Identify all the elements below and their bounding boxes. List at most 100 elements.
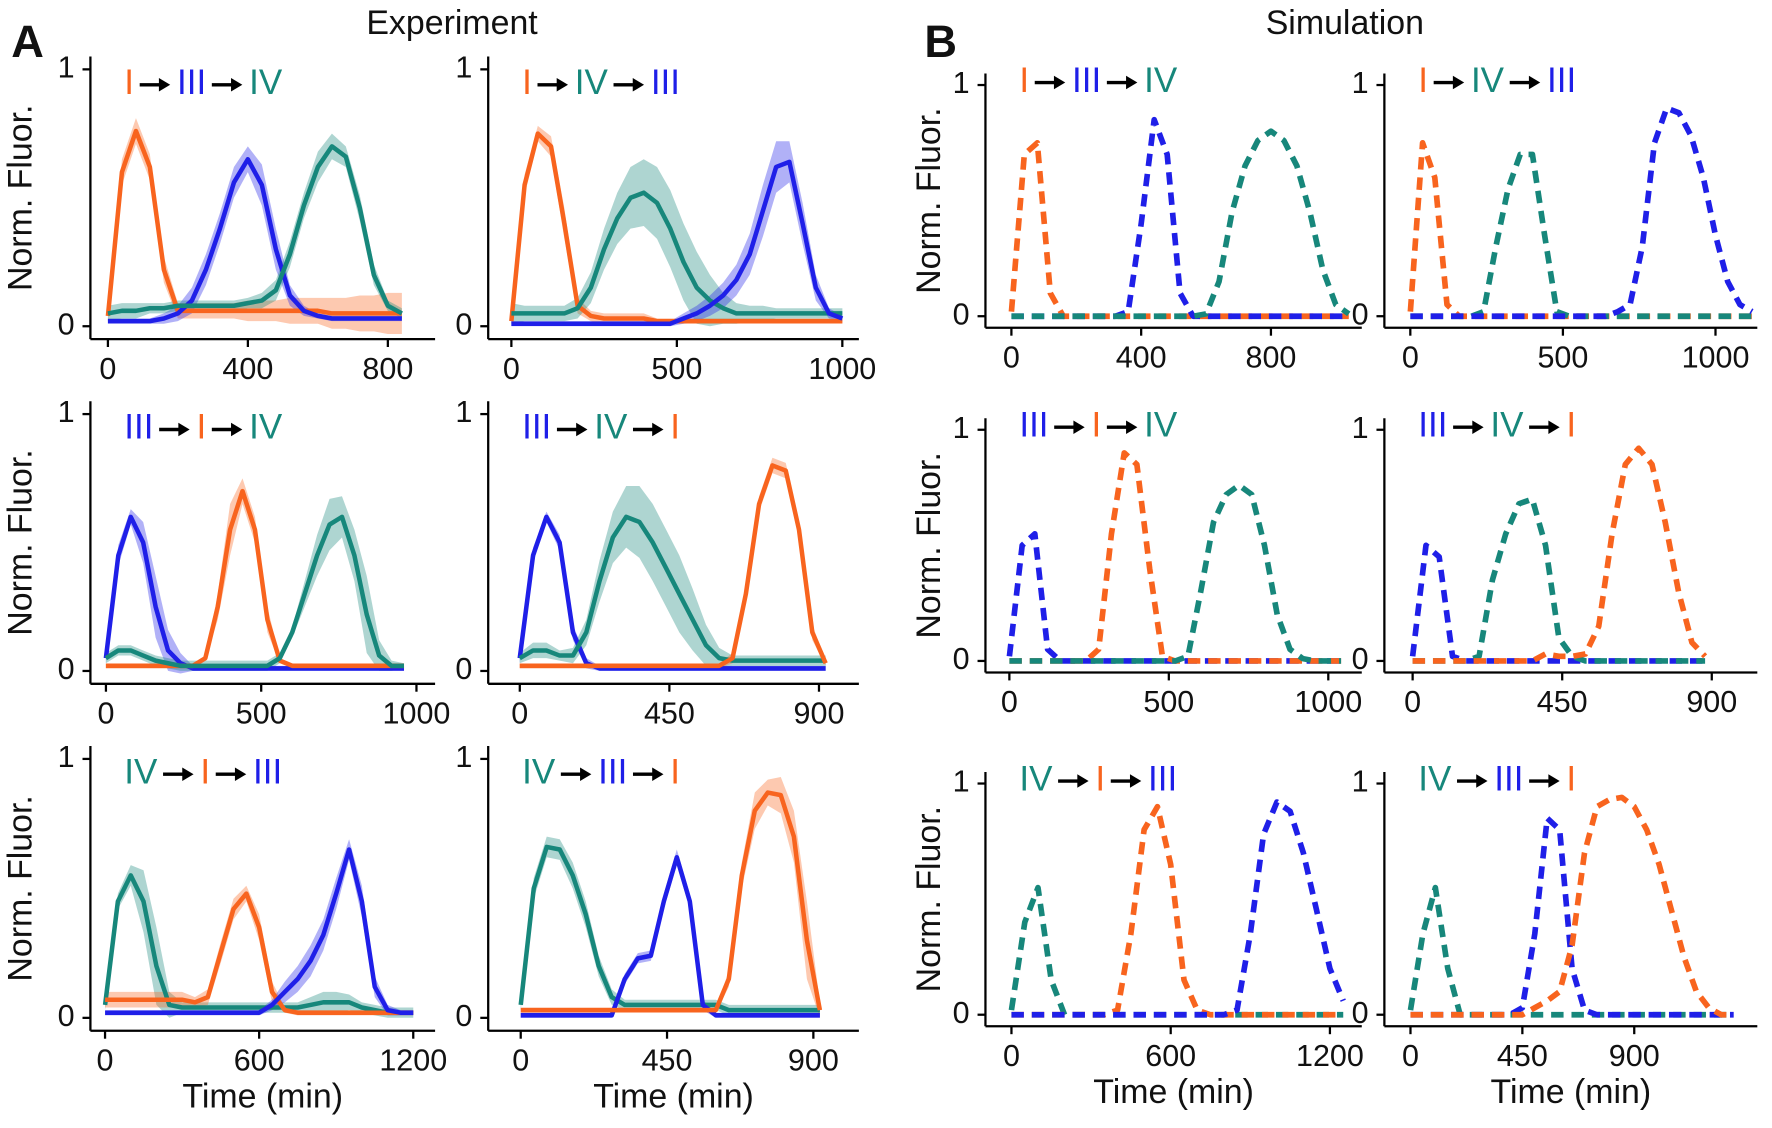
x-tick-label: 0 (1402, 340, 1419, 374)
line (102, 873, 414, 1015)
y-tick-label: 1 (1352, 765, 1369, 799)
arrow-head (576, 422, 588, 437)
sequence-label: IV (1144, 405, 1178, 444)
arrow-head (1073, 420, 1085, 435)
line (1011, 799, 1346, 1018)
line (1009, 482, 1342, 664)
error-band (511, 125, 843, 324)
error-band (520, 777, 820, 1018)
y-axis-label: Norm. Fluor. (910, 452, 948, 638)
line (511, 159, 844, 326)
sequence-label: I (670, 752, 680, 791)
arrow-head (1472, 420, 1484, 435)
line (1011, 128, 1351, 320)
x-tick-label: 500 (1143, 685, 1194, 719)
arrow-head (178, 422, 190, 437)
error-band (107, 146, 402, 324)
x-tick-label: 0 (97, 697, 114, 731)
line (105, 128, 402, 317)
line (518, 844, 820, 1013)
y-axis-label: Norm. Fluor. (2, 449, 40, 635)
x-tick-label: 0 (99, 352, 116, 386)
x-axis-label: Time (min) (1491, 1073, 1652, 1111)
sequence-label: III (1418, 405, 1447, 444)
arrow-head (1548, 420, 1560, 435)
sequence-label: III (598, 752, 627, 791)
y-tick-label: 1 (953, 765, 970, 799)
y-tick-label: 0 (58, 999, 75, 1033)
x-tick-label: 900 (1609, 1039, 1660, 1073)
y-axis-label: Norm. Fluor. (2, 795, 40, 981)
x-tick-label: 0 (97, 1044, 114, 1078)
sequence-label: IV (594, 408, 628, 447)
line (1011, 803, 1344, 1018)
x-tick-label: 800 (362, 352, 413, 386)
line (1410, 794, 1734, 1018)
arrow-head (182, 767, 194, 782)
line (511, 190, 843, 316)
error-band (105, 496, 405, 671)
y-tick-label: 0 (953, 297, 970, 331)
y-tick-label: 0 (455, 999, 472, 1033)
line (1410, 151, 1753, 320)
x-tick-label: 1000 (808, 352, 876, 386)
panel-label: B (924, 16, 957, 67)
error-band (105, 885, 414, 1016)
arrow-head (234, 767, 247, 782)
line (1410, 815, 1734, 1018)
panel-title: Experiment (366, 4, 538, 42)
arrow-head (580, 767, 592, 782)
sequence-label: III (177, 63, 206, 102)
x-axis-label: Time (min) (593, 1078, 754, 1116)
y-tick-label: 1 (455, 740, 472, 774)
sequence-label: IV (1418, 759, 1452, 798)
y-axis-label: Norm. Fluor. (2, 105, 40, 291)
x-tick-label: 1000 (383, 697, 451, 731)
y-tick-label: 1 (455, 395, 472, 429)
sequence-label: IV (1471, 61, 1505, 100)
arrow-head (231, 422, 243, 437)
panel-label: A (11, 16, 44, 67)
error-band (105, 839, 414, 1016)
sequence-label: III (253, 752, 282, 791)
x-tick-label: 450 (1537, 685, 1588, 719)
sequence-label: IV (522, 752, 556, 791)
y-tick-label: 0 (58, 307, 75, 341)
line (1412, 445, 1708, 664)
sequence-label: III (1019, 405, 1048, 444)
x-tick-label: 500 (236, 697, 287, 731)
x-tick-label: 600 (234, 1044, 285, 1078)
x-tick-label: 400 (1116, 340, 1167, 374)
x-tick-label: 600 (1145, 1039, 1196, 1073)
panel-title: Simulation (1266, 4, 1424, 42)
x-tick-label: 800 (1245, 340, 1296, 374)
x-tick-label: 0 (1001, 685, 1018, 719)
x-tick-label: 0 (1003, 1039, 1020, 1073)
x-axis-label: Time (min) (1093, 1073, 1254, 1111)
x-tick-label: 0 (1003, 340, 1020, 374)
y-tick-label: 1 (1352, 411, 1369, 445)
y-tick-label: 1 (58, 395, 75, 429)
x-tick-label: 1200 (379, 1044, 447, 1078)
error-band (520, 836, 820, 1016)
y-tick-label: 1 (58, 50, 75, 84)
arrow-head (1452, 75, 1465, 90)
arrow-head (1548, 774, 1560, 788)
error-band (105, 865, 414, 1018)
line (518, 514, 826, 663)
y-tick-label: 0 (953, 996, 970, 1030)
chart: 0 1 0 500 1000 I IV III (455, 50, 876, 385)
sequence-label: I (1566, 759, 1576, 798)
x-axis-label: Time (min) (182, 1078, 343, 1116)
sequence-label: I (124, 63, 134, 102)
arrow-head (556, 77, 569, 92)
line (107, 144, 403, 316)
x-tick-label: 0 (512, 1044, 529, 1078)
sequence-label: IV (249, 408, 283, 447)
arrow-head (632, 77, 645, 92)
x-tick-label: 900 (1686, 685, 1737, 719)
